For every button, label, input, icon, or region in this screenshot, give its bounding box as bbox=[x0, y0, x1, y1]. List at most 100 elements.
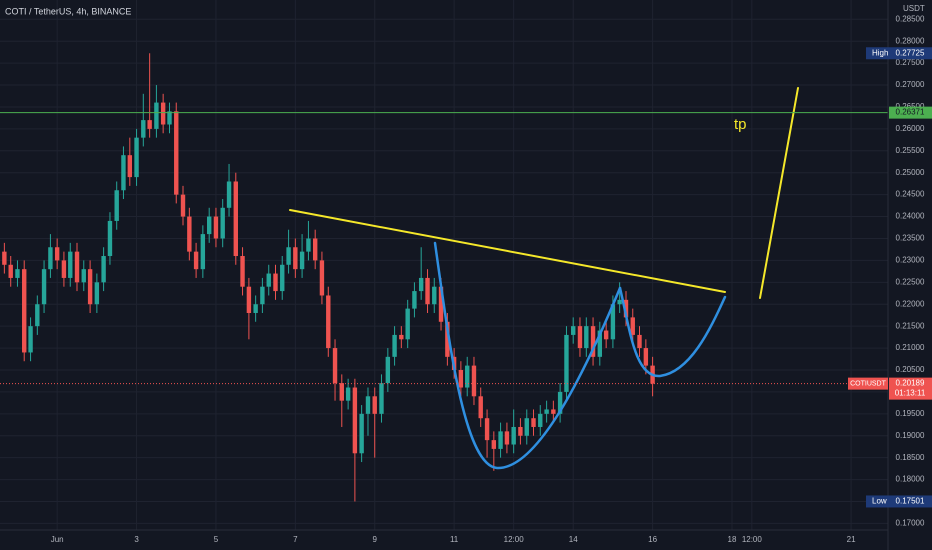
candle-body bbox=[266, 273, 271, 287]
y-tick-label: 0.18500 bbox=[896, 453, 925, 462]
candle-body bbox=[359, 413, 364, 454]
candle-body bbox=[339, 383, 344, 401]
resistance-trendline bbox=[289, 209, 726, 293]
candle-body bbox=[312, 238, 318, 261]
x-tick-label: 12:00 bbox=[742, 535, 763, 544]
countdown: 01:13:11 bbox=[895, 389, 926, 398]
candle-body bbox=[603, 330, 609, 340]
y-tick-label: 0.23500 bbox=[896, 234, 925, 243]
y-tick-label: 0.20500 bbox=[896, 365, 925, 374]
y-tick-label: 0.18000 bbox=[896, 475, 925, 484]
candle-body bbox=[114, 190, 119, 221]
x-tick-label: 3 bbox=[134, 535, 139, 544]
candle-body bbox=[531, 418, 536, 427]
candle-body bbox=[273, 273, 278, 292]
candle-body bbox=[432, 286, 437, 305]
candle-body bbox=[213, 216, 219, 239]
candle-body bbox=[193, 251, 199, 270]
candle-body bbox=[617, 299, 622, 305]
candle-body bbox=[379, 383, 384, 414]
x-tick-label: 18 bbox=[728, 535, 737, 544]
candle-body bbox=[306, 238, 311, 252]
candle-body bbox=[491, 440, 497, 449]
low-label: Low bbox=[872, 497, 887, 506]
x-tick-label: 7 bbox=[293, 535, 298, 544]
candle-body bbox=[610, 304, 616, 340]
y-tick-label: 0.26500 bbox=[896, 102, 925, 111]
y-tick-label: 0.24500 bbox=[896, 190, 925, 199]
candle-body bbox=[438, 286, 444, 322]
low-badge bbox=[866, 495, 932, 508]
candle-body bbox=[160, 102, 166, 125]
candle-body bbox=[623, 299, 629, 318]
candle-body bbox=[458, 369, 464, 388]
y-tick-label: 0.22000 bbox=[896, 299, 925, 308]
candle-body bbox=[200, 234, 206, 270]
symbol-label: COTIUSDT bbox=[850, 380, 887, 387]
candle-body bbox=[154, 102, 159, 129]
y-tick-label: 0.22500 bbox=[896, 277, 925, 286]
candle-body bbox=[319, 260, 325, 296]
high-value: 0.27725 bbox=[896, 48, 925, 57]
x-tick-label: 5 bbox=[214, 535, 219, 544]
y-tick-label: 0.25500 bbox=[896, 146, 925, 155]
candle-body bbox=[48, 247, 53, 270]
x-tick-label: 12:00 bbox=[504, 535, 525, 544]
candle-body bbox=[22, 269, 27, 353]
handle-curve bbox=[618, 286, 727, 378]
candle-body bbox=[41, 269, 47, 305]
candle-body bbox=[127, 155, 133, 178]
candle-body bbox=[571, 326, 576, 335]
candle-body bbox=[372, 396, 377, 414]
y-tick-label: 0.28500 bbox=[896, 14, 925, 23]
candle-body bbox=[253, 304, 258, 314]
levels bbox=[0, 112, 888, 385]
candle-body bbox=[332, 348, 338, 384]
candle-body bbox=[478, 396, 483, 419]
candle-body bbox=[465, 365, 470, 388]
candle-body bbox=[226, 181, 232, 208]
candle-body bbox=[498, 431, 503, 449]
candle-body bbox=[81, 269, 86, 283]
candle-body bbox=[637, 334, 642, 349]
drawings bbox=[289, 87, 799, 470]
header-title: COTI / TetherUS, 4h, BINANCE bbox=[5, 6, 131, 16]
x-tick-label: 14 bbox=[569, 535, 578, 544]
candle-body bbox=[286, 247, 291, 265]
candle-body bbox=[8, 264, 13, 278]
candle-body bbox=[280, 264, 285, 292]
y-tick-label: 0.19000 bbox=[896, 431, 925, 440]
candle-body bbox=[392, 334, 397, 357]
candle-body bbox=[564, 334, 569, 392]
candle-body bbox=[471, 365, 477, 397]
candle-body bbox=[345, 387, 351, 401]
candle-body bbox=[141, 120, 146, 138]
candle-body bbox=[107, 220, 113, 257]
candle-body bbox=[405, 308, 410, 340]
x-tick-label: 16 bbox=[648, 535, 657, 544]
candle-body bbox=[577, 326, 583, 349]
candle-body bbox=[74, 251, 80, 283]
candle-body bbox=[484, 418, 490, 441]
y-tick-label: 0.24000 bbox=[896, 212, 925, 221]
y-tick-label: 0.28000 bbox=[896, 36, 925, 45]
candle-body bbox=[147, 120, 152, 129]
candle-body bbox=[15, 269, 20, 278]
y-tick-label: 0.25000 bbox=[896, 168, 925, 177]
candle-body bbox=[174, 111, 179, 195]
annotation-text: tp bbox=[734, 116, 747, 133]
candle-body bbox=[94, 282, 100, 305]
candle-body bbox=[101, 256, 106, 283]
candles bbox=[2, 53, 655, 502]
candle-body bbox=[2, 251, 7, 265]
level-value: 0.26371 bbox=[896, 108, 925, 117]
cup-curve bbox=[433, 241, 622, 470]
candle-body bbox=[240, 256, 245, 287]
candle-body bbox=[68, 251, 73, 278]
candle-body bbox=[293, 247, 298, 270]
candle-body bbox=[538, 413, 543, 427]
y-tick-label: 0.21500 bbox=[896, 321, 925, 330]
candle-body bbox=[206, 216, 212, 235]
current-badge bbox=[889, 377, 932, 400]
